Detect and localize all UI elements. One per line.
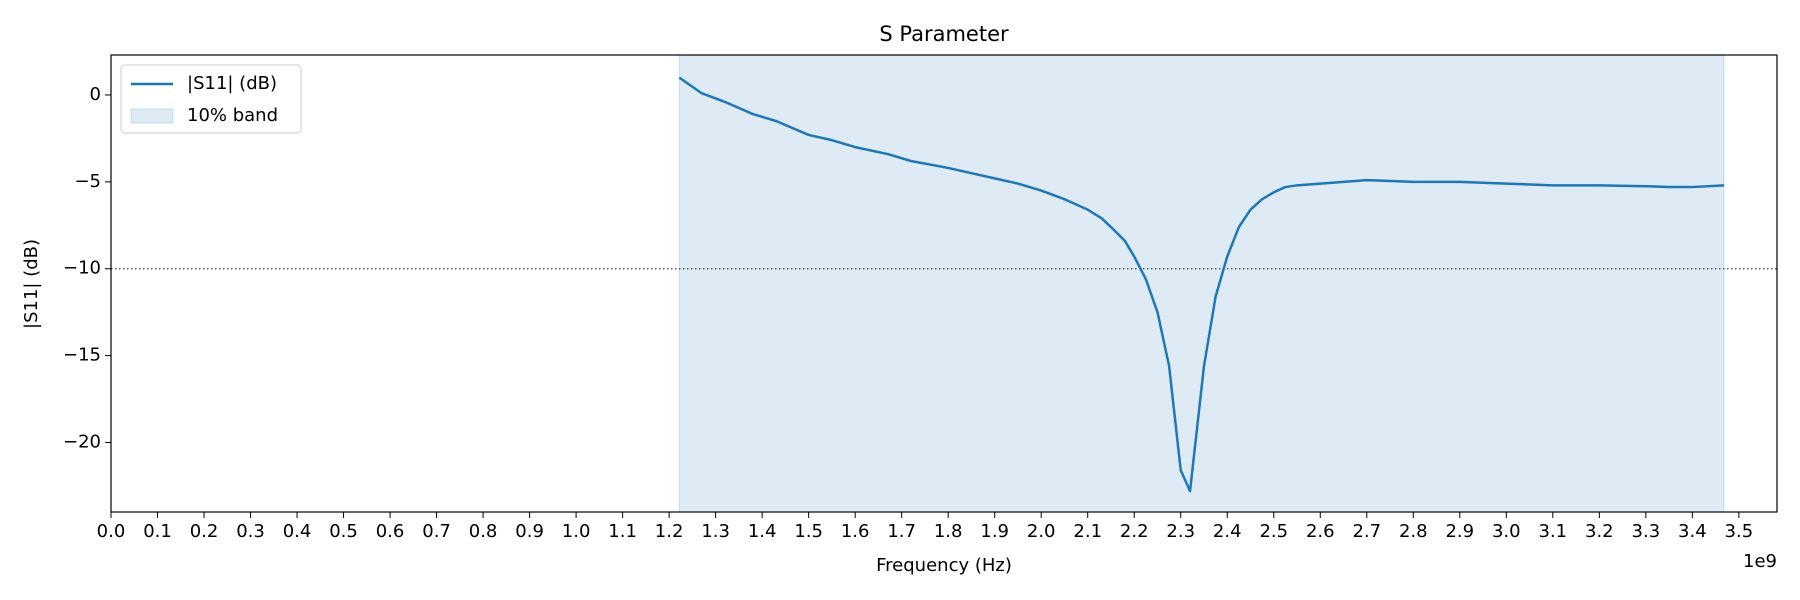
y-tick-label: 0 [90,84,101,105]
x-tick-label: 2.7 [1352,521,1381,542]
band [678,54,1725,513]
x-tick-label: 0.7 [422,521,451,542]
x-tick-label: 1.9 [980,521,1009,542]
x-tick-label: 2.5 [1259,521,1288,542]
legend-label: 10% band [187,105,278,126]
x-tick-label: 3.1 [1538,521,1567,542]
x-tick-label: 3.2 [1585,521,1614,542]
x-tick-label: 2.0 [1027,521,1056,542]
x-tick-label: 1.4 [748,521,777,542]
y-tick-label: −15 [63,345,101,366]
x-tick-label: 0.0 [97,521,126,542]
x-tick-label: 0.8 [469,521,498,542]
y-tick-label: −10 [63,258,101,279]
x-tick-label: 1.8 [934,521,963,542]
x-tick-label: 1.5 [794,521,823,542]
y-axis-label: |S11| (dB) [21,239,42,329]
legend-box [120,64,302,134]
x-axis-label: Frequency (Hz) [876,555,1012,576]
x-tick-label: 0.2 [190,521,219,542]
y-tick-label: −20 [63,431,101,452]
x-tick-label: 1.0 [562,521,591,542]
x-tick-label: 0.9 [515,521,544,542]
x-tick-label: 2.2 [1120,521,1149,542]
x-tick-label: 0.6 [376,521,405,542]
legend-label: |S11| (dB) [187,73,277,94]
x-tick-label: 1.2 [655,521,684,542]
x-tick-label: 1.3 [701,521,730,542]
x-tick-label: 3.5 [1725,521,1754,542]
x-tick-label: 0.3 [236,521,265,542]
x-tick-label: 0.1 [143,521,172,542]
x-tick-label: 3.0 [1492,521,1521,542]
x-tick-label: 2.9 [1445,521,1474,542]
x-tick-label: 0.4 [283,521,312,542]
y-tick-label: −5 [74,171,101,192]
legend-patch [130,108,174,124]
chart-title: S Parameter [879,22,1009,46]
x-offset-label: 1e9 [1743,551,1777,572]
x-tick-label: 2.1 [1073,521,1102,542]
data-line [678,76,1725,493]
x-tick-label: 3.3 [1632,521,1661,542]
x-tick-label: 2.6 [1306,521,1335,542]
x-tick-label: 2.8 [1399,521,1428,542]
x-tick-label: 1.6 [841,521,870,542]
x-tick-label: 1.7 [887,521,916,542]
axes-frame [110,54,1778,513]
x-tick-label: 2.3 [1166,521,1195,542]
x-tick-label: 0.5 [329,521,358,542]
x-tick-label: 3.4 [1678,521,1707,542]
x-tick-label: 2.4 [1213,521,1242,542]
x-tick-label: 1.1 [608,521,637,542]
